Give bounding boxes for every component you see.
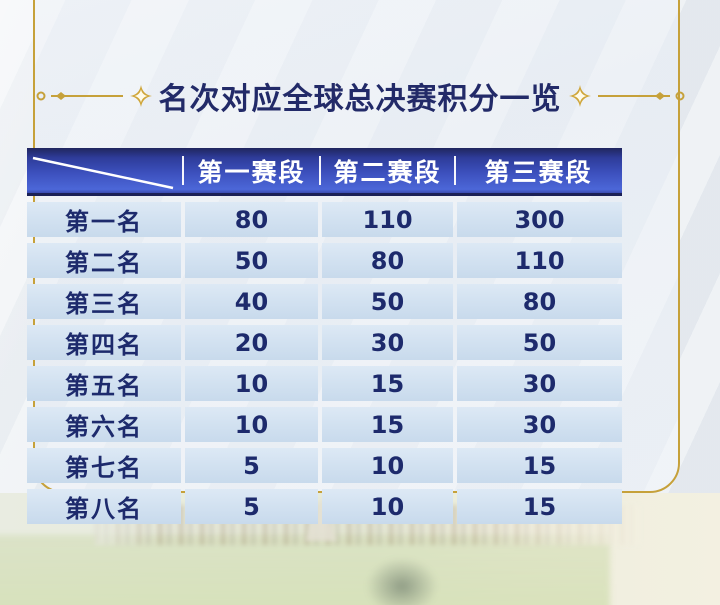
- header-stage-1: 第一赛段: [182, 148, 320, 193]
- row-label: 第二名: [27, 243, 181, 278]
- title-row: 名次对应全球总决赛积分一览: [0, 75, 720, 117]
- row-value: 15: [322, 407, 453, 442]
- diagonal-slash-icon: [32, 156, 174, 190]
- row-label: 第五名: [27, 366, 181, 401]
- row-value: 30: [457, 366, 622, 401]
- row-value: 15: [322, 366, 453, 401]
- table-header-row: 第一赛段 第二赛段 第三赛段: [27, 148, 622, 196]
- corner-cell: [27, 148, 183, 193]
- row-value: 80: [185, 202, 318, 237]
- row-label: 第三名: [27, 284, 181, 319]
- row-label: 第一名: [27, 202, 181, 237]
- row-value: 50: [185, 243, 318, 278]
- row-value: 10: [185, 366, 318, 401]
- row-value: 5: [185, 448, 318, 483]
- grass-field: [0, 535, 610, 605]
- row-value: 80: [322, 243, 453, 278]
- sparkle-left-icon: [129, 85, 152, 107]
- row-value: 30: [457, 407, 622, 442]
- faded-rider: [352, 543, 452, 605]
- row-value: 5: [185, 489, 318, 524]
- line-ornament-right-icon: [597, 91, 684, 101]
- row-value: 40: [185, 284, 318, 319]
- row-value: 10: [185, 407, 318, 442]
- row-value: 10: [322, 448, 453, 483]
- page-title: 名次对应全球总决赛积分一览: [158, 83, 562, 116]
- row-value: 110: [457, 243, 622, 278]
- row-value: 30: [322, 325, 453, 360]
- row-value: 50: [322, 284, 453, 319]
- points-table: 第一赛段 第二赛段 第三赛段 第一名 80 110 300 第二名 50 80 …: [27, 148, 622, 524]
- row-value: 20: [185, 325, 318, 360]
- row-label: 第四名: [27, 325, 181, 360]
- row-value: 15: [457, 489, 622, 524]
- header-stage-2: 第二赛段: [319, 148, 455, 193]
- table-body: 第一名 80 110 300 第二名 50 80 110 第三名 40 50 8…: [27, 202, 622, 524]
- row-value: 80: [457, 284, 622, 319]
- row-value: 15: [457, 448, 622, 483]
- sparkle-right-icon: [568, 85, 591, 107]
- row-value: 50: [457, 325, 622, 360]
- header-stage-3: 第三赛段: [454, 148, 622, 193]
- line-ornament-left-icon: [36, 91, 123, 101]
- row-value: 110: [322, 202, 453, 237]
- row-label: 第六名: [27, 407, 181, 442]
- row-label: 第八名: [27, 489, 181, 524]
- row-value: 10: [322, 489, 453, 524]
- row-label: 第七名: [27, 448, 181, 483]
- row-value: 300: [457, 202, 622, 237]
